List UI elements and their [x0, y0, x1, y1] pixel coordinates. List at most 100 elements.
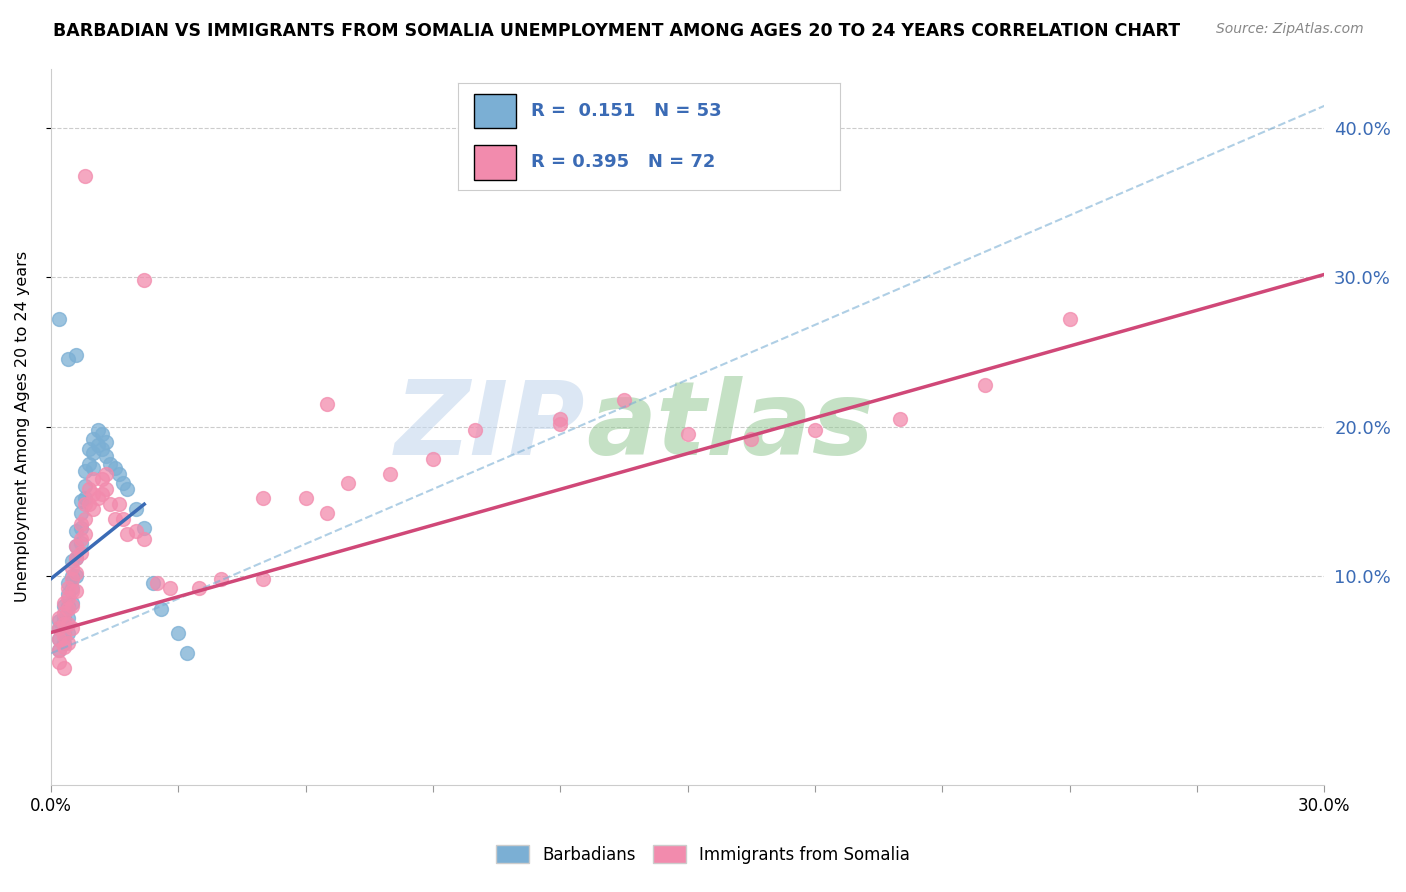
- Point: [48, 610, 70, 624]
- Point: [82, 501, 104, 516]
- Point: [676, 427, 699, 442]
- Point: [52, 625, 75, 640]
- Point: [94, 450, 117, 464]
- Point: [73, 527, 96, 541]
- Point: [90, 487, 112, 501]
- Point: [94, 483, 117, 497]
- Point: [82, 461, 104, 475]
- Point: [69, 516, 91, 531]
- Point: [52, 610, 75, 624]
- Point: [69, 494, 91, 508]
- Point: [134, 273, 156, 287]
- Point: [740, 432, 762, 446]
- Point: [60, 572, 83, 586]
- Point: [973, 377, 995, 392]
- Point: [86, 437, 108, 451]
- Point: [48, 656, 70, 670]
- Point: [48, 614, 70, 628]
- Point: [548, 412, 571, 426]
- Point: [65, 348, 87, 362]
- Point: [103, 461, 125, 475]
- Point: [60, 599, 83, 613]
- Point: [73, 479, 96, 493]
- Point: [125, 524, 148, 538]
- Point: [48, 312, 70, 326]
- Point: [82, 472, 104, 486]
- Point: [94, 467, 117, 482]
- Point: [73, 169, 96, 183]
- Point: [315, 397, 337, 411]
- Point: [52, 616, 75, 631]
- Point: [294, 491, 316, 506]
- Point: [60, 554, 83, 568]
- Point: [167, 625, 190, 640]
- Point: [159, 581, 181, 595]
- Point: [48, 643, 70, 657]
- Point: [48, 621, 70, 635]
- Point: [73, 512, 96, 526]
- Point: [315, 506, 337, 520]
- Text: atlas: atlas: [586, 376, 873, 477]
- Point: [65, 539, 87, 553]
- Point: [107, 497, 129, 511]
- Point: [52, 606, 75, 620]
- Text: BARBADIAN VS IMMIGRANTS FROM SOMALIA UNEMPLOYMENT AMONG AGES 20 TO 24 YEARS CORR: BARBADIAN VS IMMIGRANTS FROM SOMALIA UNE…: [53, 22, 1181, 40]
- Point: [111, 476, 134, 491]
- Point: [52, 599, 75, 613]
- Point: [65, 551, 87, 566]
- Point: [60, 569, 83, 583]
- Point: [56, 591, 79, 606]
- Legend: Barbadians, Immigrants from Somalia: Barbadians, Immigrants from Somalia: [489, 838, 917, 871]
- Point: [77, 497, 100, 511]
- Point: [107, 467, 129, 482]
- Point: [82, 446, 104, 460]
- Point: [69, 532, 91, 546]
- Point: [56, 616, 79, 631]
- Point: [48, 632, 70, 646]
- Point: [48, 643, 70, 657]
- Point: [98, 457, 121, 471]
- Point: [69, 536, 91, 550]
- Point: [125, 501, 148, 516]
- Point: [52, 596, 75, 610]
- Point: [86, 423, 108, 437]
- Point: [52, 636, 75, 650]
- Point: [56, 636, 79, 650]
- Point: [252, 572, 274, 586]
- Point: [77, 457, 100, 471]
- Point: [52, 628, 75, 642]
- Point: [48, 632, 70, 646]
- Point: [60, 561, 83, 575]
- Point: [65, 569, 87, 583]
- Point: [146, 576, 169, 591]
- Point: [209, 572, 232, 586]
- Point: [804, 423, 827, 437]
- Point: [613, 392, 636, 407]
- Point: [422, 452, 444, 467]
- Point: [464, 423, 486, 437]
- Point: [103, 512, 125, 526]
- Point: [56, 581, 79, 595]
- Point: [86, 491, 108, 506]
- Point: [90, 427, 112, 442]
- Point: [82, 432, 104, 446]
- Point: [73, 464, 96, 478]
- Point: [56, 610, 79, 624]
- Point: [111, 512, 134, 526]
- Point: [134, 532, 156, 546]
- Y-axis label: Unemployment Among Ages 20 to 24 years: Unemployment Among Ages 20 to 24 years: [15, 251, 30, 602]
- Point: [52, 640, 75, 655]
- Point: [56, 625, 79, 640]
- Point: [188, 581, 211, 595]
- Point: [60, 583, 83, 598]
- Point: [65, 583, 87, 598]
- Point: [56, 599, 79, 613]
- Text: Source: ZipAtlas.com: Source: ZipAtlas.com: [1216, 22, 1364, 37]
- Text: ZIP: ZIP: [395, 376, 586, 477]
- Point: [252, 491, 274, 506]
- Point: [60, 596, 83, 610]
- Point: [94, 434, 117, 449]
- Point: [56, 352, 79, 367]
- Point: [65, 524, 87, 538]
- Point: [176, 647, 198, 661]
